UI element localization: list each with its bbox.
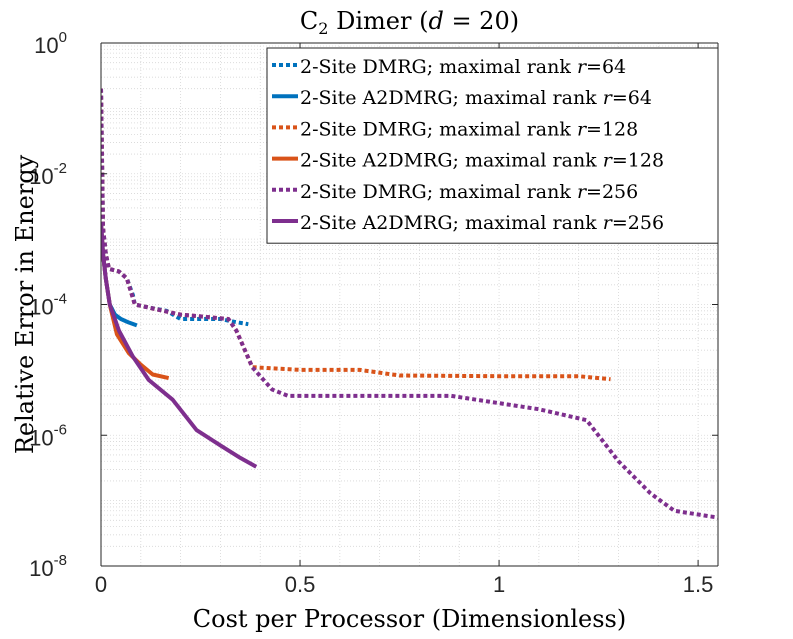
y-tick-exponent: -4 [54,291,67,308]
legend-label-text: 2-Site A2DMRG; maximal rank [300,212,603,234]
chart-title-text: C2 Dimer (d = 20) [300,7,519,38]
y-tick-base: 10 [29,425,53,450]
y-tick-exponent: -6 [54,421,67,438]
legend-label-6: 2-Site A2DMRG; maximal rank r=256 [300,212,664,234]
legend-label-1: 2-Site DMRG; maximal rank r=64 [300,56,626,78]
legend-label-var: r [603,87,614,109]
title-main: C [300,7,318,35]
legend-label-2: 2-Site A2DMRG; maximal rank r=64 [300,87,652,109]
legend-label-value: =256 [586,181,638,203]
y-axis-label: Relative Error in Energy [11,154,39,454]
y-tick-label: 10-8 [29,552,67,581]
series-lines [101,88,718,520]
series-line-6 [101,222,258,469]
y-tick-base: 10 [29,556,53,581]
legend-label-value: =128 [612,150,664,172]
legend-label-value: =256 [612,212,664,234]
legend-label-text: 2-Site DMRG; maximal rank [300,181,577,203]
legend-label-value: =128 [586,118,638,140]
x-tick-label: 1 [493,572,505,597]
y-tick-exponent: -2 [54,160,67,177]
legend-label-text: 2-Site A2DMRG; maximal rank [300,150,603,172]
x-tick-label: 1.5 [683,572,714,597]
series-line-5 [101,88,718,520]
legend-label-var: r [577,181,588,203]
y-tick-base: 10 [34,33,58,58]
x-tick-label: 0 [95,572,107,597]
y-tick-label: 10-2 [29,160,67,189]
title-variable: d [428,7,443,35]
series-line-1 [101,88,249,327]
legend-label-3: 2-Site DMRG; maximal rank r=128 [300,118,638,140]
axis-labels: Cost per Processor (Dimensionless) Relati… [11,154,626,633]
legend: 2-Site DMRG; maximal rank r=642-Site A2D… [266,47,719,244]
title-subscript: 2 [318,19,328,38]
x-tick-label: 0.5 [285,572,316,597]
legend-label-var: r [577,56,588,78]
grid [101,43,718,567]
legend-label-text: 2-Site DMRG; maximal rank [300,118,577,140]
legend-label-value: =64 [586,56,626,78]
legend-label-4: 2-Site A2DMRG; maximal rank r=128 [300,150,664,172]
legend-label-text: 2-Site DMRG; maximal rank [300,56,577,78]
legend-label-text: 2-Site A2DMRG; maximal rank [300,87,603,109]
legend-label-var: r [577,118,588,140]
title-rest: Dimer ( [328,7,428,35]
y-tick-exponent: 0 [59,29,67,46]
legend-label-var: r [603,212,614,234]
y-tick-label: 100 [34,29,67,58]
y-tick-exponent: -8 [54,552,67,569]
x-axis-label: Cost per Processor (Dimensionless) [193,605,626,633]
legend-box [266,47,719,244]
title-equals: = 20) [444,7,519,35]
y-tick-base: 10 [29,295,53,320]
legend-label-5: 2-Site DMRG; maximal rank r=256 [300,181,638,203]
legend-label-value: =64 [612,87,652,109]
y-tick-base: 10 [29,164,53,189]
y-tick-label: 10-4 [29,291,67,320]
chart-title: C2 Dimer (d = 20) [300,7,519,38]
y-tick-label: 10-6 [29,421,67,450]
legend-label-var: r [603,150,614,172]
